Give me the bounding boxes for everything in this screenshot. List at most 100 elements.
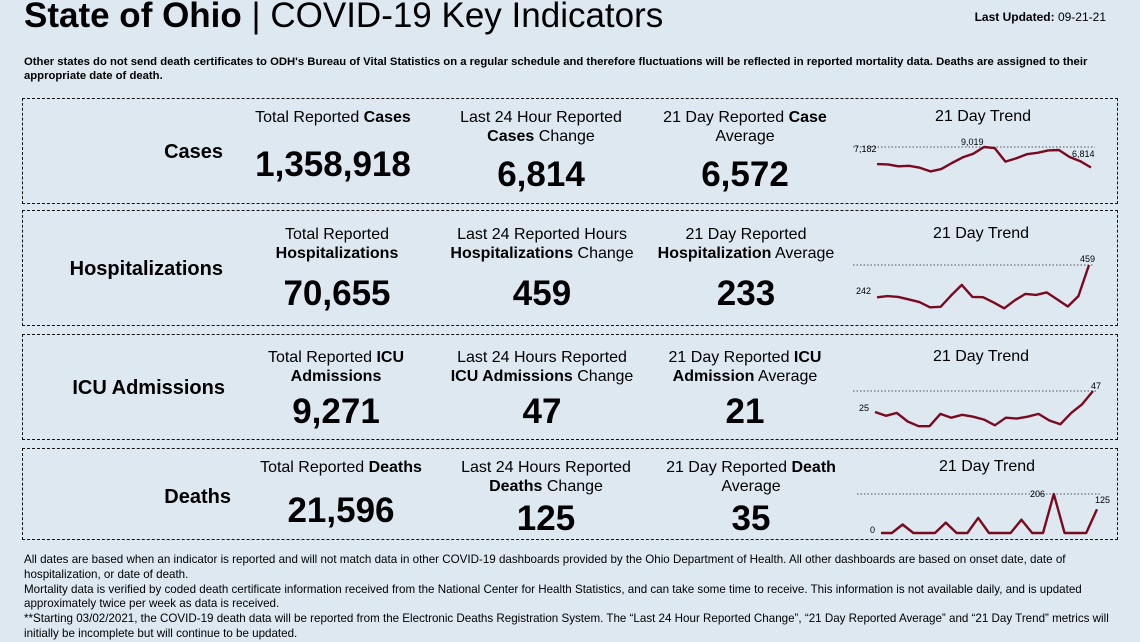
- trend-title: 21 Day Trend: [932, 348, 1030, 365]
- label-text: 21 Day Reported: [668, 349, 794, 366]
- label-bold: Admission: [672, 368, 755, 385]
- icu-trend-chart: 25 47: [853, 381, 1101, 428]
- total-hospitalizations-value: 70,655: [283, 274, 391, 313]
- deaths-change-value: 125: [516, 499, 576, 538]
- label-text: 21 Day Reported: [666, 459, 792, 476]
- header: State of Ohio | COVID-19 Key Indicators …: [24, 0, 1124, 40]
- label-bold: Hospitalizations: [275, 245, 399, 262]
- page-title: State of Ohio | COVID-19 Key Indicators: [24, 0, 663, 36]
- label-text: Total Reported: [260, 459, 369, 476]
- trend-first-label: 0: [870, 525, 875, 535]
- trend-last-label: 6,814: [1072, 149, 1095, 159]
- label-text: Last 24 Hour Reported: [460, 109, 622, 126]
- label-bold: ICU Admissions: [450, 368, 573, 385]
- label-text: Total Reported: [267, 349, 377, 366]
- panel-label: ICU Admissions: [72, 377, 225, 399]
- label-bold: ICU: [376, 349, 405, 366]
- trend-title: 21 Day Trend: [934, 108, 1032, 125]
- label-bold: Deaths: [368, 459, 422, 476]
- last-updated-label: Last Updated:: [974, 10, 1055, 24]
- label-text: Change: [572, 368, 634, 385]
- total-deaths-value: 21,596: [287, 491, 395, 530]
- total-cases-value: 1,358,918: [255, 145, 411, 184]
- deaths-average-label: 21 Day Reported Death Average: [651, 458, 851, 496]
- label-bold: Admissions: [290, 368, 382, 385]
- trend-line: [876, 264, 1091, 310]
- cases-panel: Cases Total Reported Cases 1,358,918 Las…: [22, 98, 1118, 204]
- last-updated: Last Updated: 09-21-21: [975, 10, 1106, 24]
- trend-title: 21 Day Trend: [932, 225, 1030, 242]
- label-text: Total Reported: [284, 226, 390, 243]
- hospitalizations-change-value: 459: [512, 274, 572, 313]
- label-text: Average: [721, 478, 781, 495]
- total-icu-value: 9,271: [292, 392, 380, 431]
- label-text: Change: [534, 128, 595, 145]
- label-bold: Cases: [487, 128, 535, 145]
- icu-average-label: 21 Day Reported ICU Admission Average: [645, 348, 845, 386]
- deaths-change-label: Last 24 Hours Reported Deaths Change: [443, 458, 649, 496]
- title-state: State of Ohio: [24, 0, 242, 35]
- hospitalizations-average-value: 233: [716, 274, 776, 313]
- label-bold: Case: [788, 109, 827, 126]
- total-deaths-label: Total Reported Deaths: [239, 458, 443, 477]
- hospitalizations-change-label: Last 24 Reported Hours Hospitalizations C…: [437, 225, 647, 263]
- footer-note: Mortality data is verified by coded deat…: [24, 582, 1082, 611]
- trend-last-label: 125: [1095, 495, 1110, 505]
- icu-change-label: Last 24 Hours Reported ICU Admissions Cha…: [437, 348, 647, 386]
- label-text: 21 Day Reported: [685, 226, 807, 243]
- trend-last-label: 459: [1080, 254, 1095, 264]
- footer-note: **Starting 03/02/2021, the COVID-19 deat…: [24, 612, 1109, 640]
- icu-average-value: 21: [725, 392, 765, 431]
- label-text: Last 24 Hours Reported: [457, 349, 627, 366]
- trend-last-label: 47: [1091, 381, 1101, 391]
- label-text: 21 Day Reported: [663, 109, 789, 126]
- total-hospitalizations-label: Total Reported Hospitalizations: [239, 225, 435, 263]
- deaths-average-value: 35: [731, 499, 771, 538]
- deaths-trend-chart: 0 206 125: [857, 489, 1110, 535]
- label-bold: Cases: [363, 109, 411, 126]
- trend-line: [881, 492, 1099, 535]
- label-text: Average: [771, 245, 835, 262]
- footer-note: All dates are based when an indicator is…: [24, 553, 1066, 581]
- icu-change-value: 47: [522, 392, 562, 431]
- panel-label: Cases: [164, 141, 223, 163]
- trend-first-label: 242: [856, 286, 871, 296]
- trend-line: [876, 145, 1092, 173]
- label-bold: ICU: [793, 349, 822, 366]
- hospitalizations-panel: Hospitalizations Total Reported Hospitali…: [22, 210, 1118, 326]
- last-updated-value: 09-21-21: [1057, 10, 1106, 24]
- deaths-panel: Deaths Total Reported Deaths 21,596 Last…: [22, 448, 1118, 540]
- trend-peak-label: 9,019: [961, 137, 984, 147]
- cases-trend-chart: 7,182 9,019 6,814: [853, 137, 1095, 173]
- cases-change-value: 6,814: [497, 155, 585, 194]
- label-text: Change: [542, 478, 603, 495]
- panel-label: Deaths: [164, 486, 231, 508]
- label-text: Average: [754, 368, 818, 385]
- trend-title: 21 Day Trend: [938, 458, 1036, 475]
- cases-change-label: Last 24 Hour Reported Cases Change: [443, 108, 639, 146]
- label-bold: Hospitalizations: [450, 245, 574, 262]
- panel-label: Hospitalizations: [69, 258, 223, 280]
- icu-panel: ICU Admissions Total Reported ICU Admissi…: [22, 334, 1118, 440]
- trend-peak-label: 206: [1030, 489, 1045, 499]
- hospitalizations-average-label: 21 Day Reported Hospitalization Average: [645, 225, 847, 263]
- label-text: Last 24 Hours Reported: [461, 459, 631, 476]
- title-text: COVID-19 Key Indicators: [270, 0, 664, 35]
- label-bold: Death: [791, 459, 836, 476]
- label-text: Average: [715, 128, 775, 145]
- label-bold: Deaths: [489, 478, 543, 495]
- total-icu-label: Total Reported ICU Admissions: [239, 348, 433, 386]
- trend-line: [874, 390, 1094, 428]
- label-text: Last 24 Reported Hours: [457, 226, 627, 243]
- cases-average-value: 6,572: [701, 155, 789, 194]
- label-bold: Hospitalization: [657, 245, 772, 262]
- label-text: Total Reported: [255, 109, 364, 126]
- trend-first-label: 25: [859, 403, 869, 413]
- footer-notes: All dates are based when an indicator is…: [24, 553, 1124, 642]
- cases-average-label: 21 Day Reported Case Average: [647, 108, 843, 146]
- title-separator: |: [251, 0, 261, 35]
- mortality-note: Other states do not send death certifica…: [24, 56, 1088, 82]
- trend-first-label: 7,182: [854, 144, 877, 154]
- hospitalizations-trend-chart: 242 459: [853, 254, 1095, 310]
- total-cases-label: Total Reported Cases: [239, 108, 427, 127]
